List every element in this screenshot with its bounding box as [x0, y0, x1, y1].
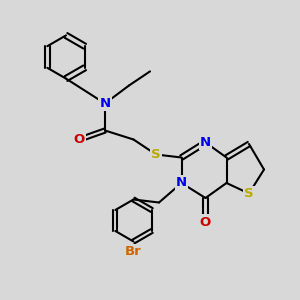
Text: S: S [244, 187, 254, 200]
Text: S: S [151, 148, 161, 161]
Text: Br: Br [125, 244, 142, 258]
Text: N: N [176, 176, 187, 190]
Text: O: O [74, 133, 85, 146]
Text: N: N [99, 97, 111, 110]
Text: N: N [200, 136, 211, 149]
Text: O: O [200, 215, 211, 229]
